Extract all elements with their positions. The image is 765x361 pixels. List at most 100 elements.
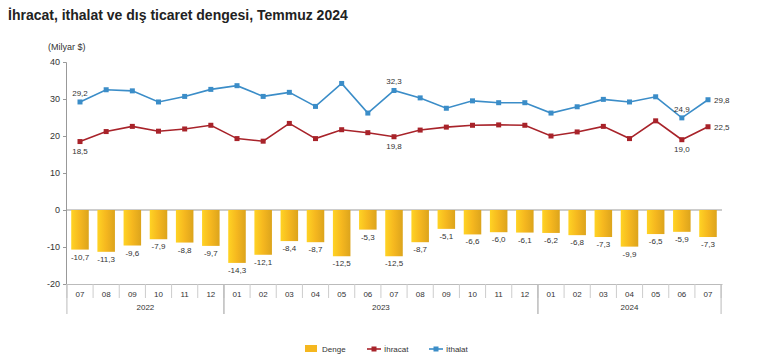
marker	[130, 124, 135, 129]
x-tick: 02	[259, 290, 268, 299]
marker	[208, 87, 213, 92]
x-tick: 06	[677, 290, 686, 299]
x-tick: 10	[468, 290, 477, 299]
marker	[575, 104, 580, 109]
x-tick: 03	[599, 290, 608, 299]
bar	[673, 210, 691, 232]
bar	[568, 210, 586, 235]
marker	[208, 123, 213, 128]
x-separator	[302, 284, 303, 298]
marker	[679, 115, 684, 120]
bar	[438, 210, 456, 229]
marker	[234, 83, 239, 88]
legend-label: İhracat	[384, 345, 409, 354]
x-tick-label: 11	[181, 290, 190, 299]
line-label: 32,3	[386, 77, 402, 86]
bar	[359, 210, 377, 230]
bar	[307, 210, 325, 242]
y-tick: 0	[55, 205, 66, 215]
x-tick-label: 08	[416, 290, 425, 299]
marker	[418, 128, 423, 133]
bar-label: -6,8	[570, 238, 584, 247]
y-tick: 20	[50, 131, 66, 141]
year-separator	[537, 284, 538, 314]
legend-marker	[372, 347, 377, 352]
y-tick-label: -20	[47, 279, 60, 289]
bar	[150, 210, 168, 239]
x-tick: 02	[573, 290, 582, 299]
marker	[522, 100, 527, 105]
bar	[464, 210, 482, 234]
marker	[653, 94, 658, 99]
marker	[261, 139, 266, 144]
bar-label: -6,5	[649, 237, 663, 246]
line	[80, 83, 708, 117]
x-tick: 05	[337, 290, 346, 299]
x-tick: 04	[311, 290, 320, 299]
bar	[124, 210, 142, 246]
bar	[71, 210, 89, 250]
x-separator	[171, 284, 172, 298]
marker	[418, 95, 423, 100]
bar-label: -10,7	[71, 253, 90, 262]
x-axis: 0708091011120102030405060708091011120102…	[67, 285, 723, 299]
bar	[411, 210, 429, 242]
bar	[647, 210, 665, 234]
line-label: 29,8	[714, 96, 730, 105]
bar-label: -9,6	[125, 249, 139, 258]
x-separator	[119, 284, 120, 298]
y-axis-line	[63, 63, 67, 285]
year-separator	[223, 284, 224, 314]
x-tick-label: 01	[547, 290, 556, 299]
marker	[470, 123, 475, 128]
marker	[549, 134, 554, 139]
x-tick-label: 03	[599, 290, 608, 299]
marker	[313, 136, 318, 141]
x-tick: 07	[704, 290, 713, 299]
bar	[281, 210, 299, 241]
x-separator	[250, 284, 251, 298]
legend-label: Denge	[322, 345, 346, 354]
x-tick-label: 07	[390, 290, 399, 299]
y-tick-mark	[63, 210, 66, 211]
bar-label: -7,3	[596, 240, 610, 249]
x-tick-label: 01	[233, 290, 242, 299]
line	[80, 121, 708, 142]
bar-label: -12,5	[333, 259, 352, 268]
marker	[653, 118, 658, 123]
marker	[339, 127, 344, 132]
bar	[385, 210, 403, 256]
x-tick: 09	[128, 290, 137, 299]
x-tick: 09	[442, 290, 451, 299]
bar	[228, 210, 246, 263]
year-separator	[537, 284, 538, 314]
marker	[234, 136, 239, 141]
x-tick: 07	[390, 290, 399, 299]
x-separator	[433, 284, 434, 298]
y-tick: 30	[50, 94, 66, 104]
bar-label: -9,9	[623, 250, 637, 259]
x-tick-label: 02	[573, 290, 582, 299]
x-tick-label: 07	[704, 290, 713, 299]
x-tick-label: 06	[677, 290, 686, 299]
marker	[601, 97, 606, 102]
bar-label: -14,3	[228, 266, 247, 275]
marker	[130, 88, 135, 93]
x-separator	[276, 284, 277, 298]
y-tick-mark	[63, 136, 66, 137]
bar	[621, 210, 639, 247]
bar	[97, 210, 115, 252]
marker	[365, 111, 370, 116]
bar	[516, 210, 534, 233]
x-separator	[511, 284, 512, 298]
bar-label: -8,7	[309, 245, 323, 254]
marker	[313, 104, 318, 109]
title: İhracat, ithalat ve dış ticaret dengesi,…	[8, 7, 348, 23]
bar-label: -5,1	[439, 232, 453, 241]
legend-marker	[434, 347, 439, 352]
bar	[176, 210, 194, 243]
x-tick: 12	[520, 290, 529, 299]
y-tick-mark	[63, 247, 66, 248]
x-tick-label: 02	[259, 290, 268, 299]
marker	[287, 121, 292, 126]
